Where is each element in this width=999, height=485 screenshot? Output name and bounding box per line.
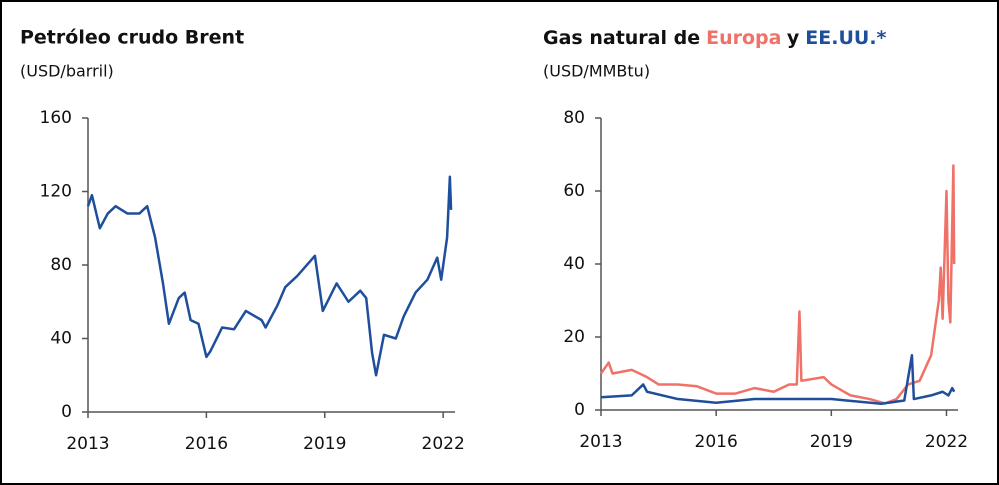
chart-title: Gas natural de Europa y EE.UU.* xyxy=(543,27,887,49)
x-tick-label: 2016 xyxy=(185,434,228,454)
y-tick-label: 80 xyxy=(50,255,72,275)
line xyxy=(86,175,453,377)
title-part: Gas natural de xyxy=(543,27,700,49)
line xyxy=(599,164,956,405)
x-tick-label: 2022 xyxy=(925,432,968,452)
y-tick-label: 160 xyxy=(40,108,72,128)
x-tick-label: 2022 xyxy=(422,434,465,454)
x-tick-label: 2019 xyxy=(303,434,346,454)
chart-subtitle: (USD/barril) xyxy=(20,62,114,81)
y-tick-label: 40 xyxy=(50,329,72,349)
y-tick-label: 120 xyxy=(40,182,72,202)
line xyxy=(600,354,956,406)
x-tick-label: 2016 xyxy=(695,432,738,452)
y-tick-label: 20 xyxy=(563,327,585,347)
y-tick-label: 40 xyxy=(563,254,585,274)
title-part: Europa xyxy=(706,27,781,49)
title-part: EE.UU.* xyxy=(805,27,886,49)
x-tick-label: 2019 xyxy=(810,432,853,452)
y-tick-label: 60 xyxy=(563,181,585,201)
x-tick-label: 2013 xyxy=(579,432,622,452)
chart-title: Petróleo crudo Brent xyxy=(20,27,244,49)
title-part: y xyxy=(787,27,800,49)
chart-subtitle: (USD/MMBtu) xyxy=(543,62,650,81)
y-tick-label: 80 xyxy=(563,108,585,128)
x-tick-label: 2013 xyxy=(66,434,109,454)
y-tick-label: 0 xyxy=(574,400,585,420)
y-tick-label: 0 xyxy=(61,402,72,422)
